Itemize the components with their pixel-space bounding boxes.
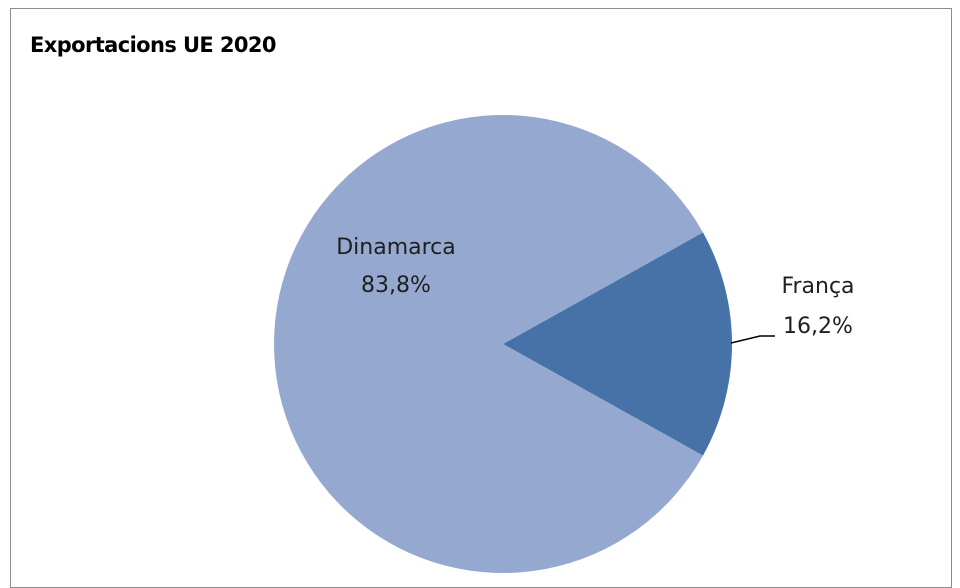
chart-title: Exportacions UE 2020 — [30, 33, 277, 57]
slice-label-dinamarca: Dinamarca — [336, 235, 456, 260]
slice-label-franca: França — [781, 274, 854, 299]
slice-value-dinamarca: 83,8% — [361, 273, 431, 298]
pie-slice-fran-a — [503, 232, 732, 456]
leader-line-franca — [730, 335, 775, 344]
slice-value-franca: 16,2% — [783, 314, 853, 339]
pie-slice-dinamarca — [274, 115, 703, 574]
